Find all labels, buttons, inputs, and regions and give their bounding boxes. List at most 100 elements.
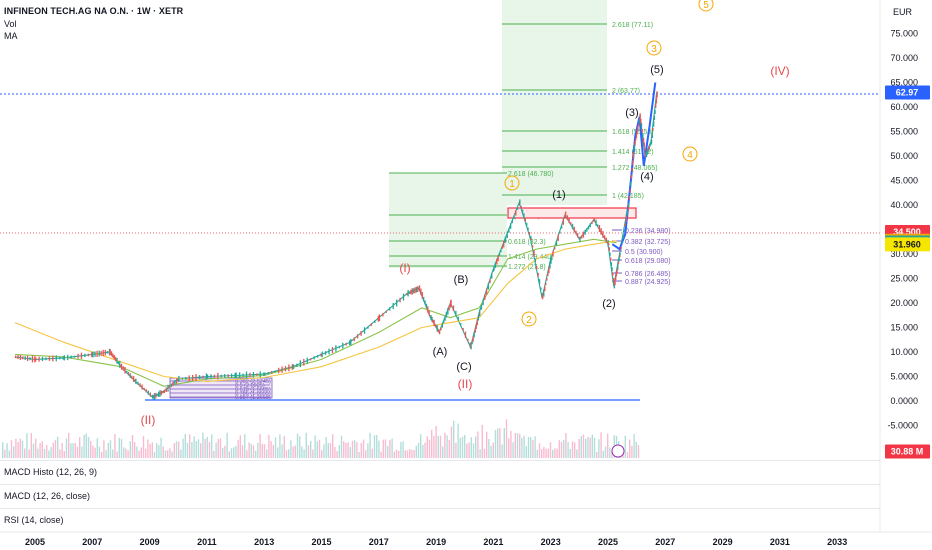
volume-indicator-label[interactable]: Vol [4,19,17,29]
price-candle [552,250,554,257]
price-candle [566,215,569,221]
volume-bar [384,439,387,458]
price-candle [568,218,570,223]
price-candle [467,338,469,342]
volume-bar [105,450,107,458]
price-candle [124,366,126,374]
price-candle [584,229,586,235]
volume-bar [340,435,343,458]
volume-bar [415,445,417,458]
wave-label-orange: 3 [651,44,657,55]
price-candle [172,381,174,387]
volume-bar [580,436,582,458]
price-candle [474,328,476,333]
price-candle [579,236,581,243]
price-candle [500,249,502,253]
price-candle [73,355,76,358]
volume-bar [261,443,263,458]
macd-histo-pane[interactable]: MACD Histo (12, 26, 9) [0,460,880,485]
fib-retrace-label: 0.5 (30.900) [625,249,663,256]
fib-bottom-label: 0.618 (1.6605) [235,387,271,393]
time-tick-label: 2013 [254,537,274,547]
volume-bar [59,449,61,458]
price-candle [610,262,613,267]
volume-bar [70,443,72,458]
volume-bar [131,435,134,458]
price-candle [110,351,113,357]
volume-bar [244,434,246,458]
price-candle [541,292,543,299]
price-candle [227,374,229,378]
volume-bar [371,448,373,458]
volume-bar [138,450,140,458]
price-candle [480,305,483,310]
alert-icon[interactable] [611,444,625,458]
price-candle [618,256,620,262]
price-candle [245,371,248,379]
volume-bar [292,446,294,458]
price-candle [496,258,498,265]
volume-bar [6,443,8,458]
price-candle [98,350,100,357]
volume-bar [10,440,13,458]
ma-indicator-label[interactable]: MA [4,31,18,41]
price-candle [437,328,439,332]
price-candle [445,311,448,318]
volume-bar [239,435,241,458]
price-candle [353,337,355,342]
wave-label-red: (II) [141,413,156,427]
volume-bar [422,444,424,458]
time-tick-label: 2017 [369,537,389,547]
price-candle [648,144,650,150]
price-candle [642,137,645,143]
price-tick-label: 40.000 [890,200,918,210]
price-candle [432,319,434,323]
macd-label: MACD (12, 26, close) [4,491,91,501]
price-badge-label: 62.97 [896,87,919,97]
volume-bar [549,442,552,458]
price-candle [119,360,121,368]
price-candle [629,189,631,193]
volume-bar [184,433,186,458]
price-candle [452,305,455,312]
price-candle [485,288,488,295]
price-candle [647,149,649,153]
price-candle [433,319,435,327]
price-candle [206,374,209,379]
price-candle [654,109,656,114]
price-candle [264,372,266,376]
volume-bar [15,438,17,458]
volume-bar [444,432,446,458]
price-candle [331,347,334,354]
price-candle [149,392,152,397]
price-candle [550,257,552,260]
price-candle [489,278,491,284]
rsi-pane[interactable]: RSI (14, close) [0,508,880,533]
currency-label: EUR [892,7,912,17]
price-candle [162,390,164,394]
wave-label: (A) [433,346,448,358]
price-candle [230,373,233,378]
price-candle [84,353,86,358]
price-candle [626,209,628,216]
time-tick-label: 2031 [770,537,790,547]
price-candle [153,393,156,400]
price-candle [428,310,430,316]
price-candle [538,279,541,285]
price-candle [565,211,567,219]
price-candle [646,150,648,155]
volume-bar [85,433,87,458]
price-candle [378,314,381,322]
volume-bar [112,449,114,458]
volume-bar [442,446,444,458]
volume-bar [72,443,74,458]
price-candle [510,223,512,229]
price-candle [157,391,160,397]
volume-bar [217,438,219,458]
macd-pane[interactable]: MACD (12, 26, close) [0,484,880,509]
volume-bar [290,440,292,458]
volume-bar [609,447,611,458]
volume-bar [92,445,94,458]
volume-bar [178,441,180,458]
